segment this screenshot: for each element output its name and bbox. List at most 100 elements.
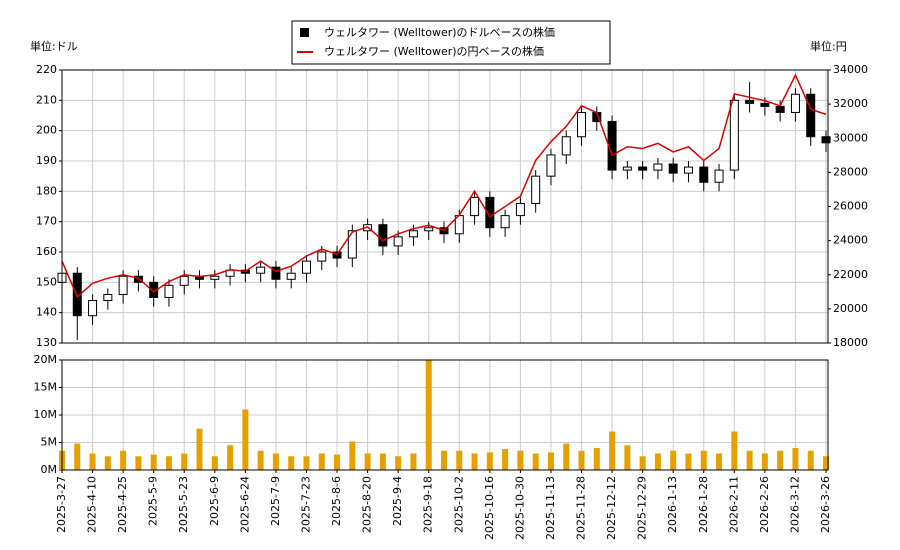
volume-bar: [441, 450, 447, 470]
candle-body: [271, 266, 281, 280]
x-tick-label: 2025-9-4: [391, 476, 404, 526]
volume-bar: [364, 453, 371, 470]
x-tick-label: 2026-3-26: [819, 476, 832, 533]
volume-bar: [425, 360, 432, 470]
x-tick-label: 2026-2-26: [758, 476, 771, 533]
candle-body: [317, 251, 327, 262]
candle-body: [806, 93, 816, 138]
y-tick-label: 170: [36, 215, 57, 228]
volume-bar: [395, 456, 402, 470]
volume-bar: [624, 445, 631, 470]
volume-bar: [563, 443, 570, 470]
price-line: [61, 73, 827, 299]
candle-body: [470, 196, 480, 217]
x-tick-label: 2025-7-23: [299, 476, 312, 533]
candle-body: [531, 175, 541, 204]
candle-body: [118, 275, 128, 295]
x-tick-label: 2025-4-10: [86, 476, 99, 533]
y-tick-label: 210: [36, 93, 57, 106]
legend-label: ウェルタワー (Welltower)のドルベースの株価: [324, 25, 555, 39]
candle-body: [88, 300, 98, 317]
x-tick-label: 2025-3-27: [55, 476, 68, 533]
volume-bar: [593, 448, 600, 470]
candle-body: [760, 102, 770, 107]
volume-bar: [379, 453, 386, 470]
y-tick-label: 0M: [41, 463, 58, 476]
x-tick-label: 2025-10-16: [483, 476, 496, 540]
y2-tick-label: 30000: [833, 131, 868, 144]
y2-tick-label: 18000: [833, 336, 868, 349]
candle-body: [103, 293, 113, 302]
legend-marker: [300, 28, 309, 37]
candle-body: [577, 111, 587, 138]
x-tick-label: 2025-10-30: [513, 476, 526, 540]
volume-bar: [532, 453, 539, 470]
volume-bar: [211, 456, 218, 470]
candle-body: [179, 275, 189, 286]
x-tick-label: 2025-12-29: [636, 476, 649, 540]
candle-body: [653, 163, 663, 171]
x-tick-label: 2025-12-12: [605, 476, 618, 540]
x-tick-label: 2025-7-9: [269, 476, 282, 526]
x-tick-label: 2025-8-6: [330, 476, 343, 526]
x-tick-label: 2025-6-24: [238, 476, 251, 533]
candle-body: [668, 163, 678, 174]
candle-body: [485, 196, 495, 229]
x-tick-label: 2026-1-13: [666, 476, 679, 533]
y-tick-label: 190: [36, 154, 57, 167]
candle-body: [683, 166, 693, 174]
candle-body: [286, 272, 296, 280]
volume-bar: [517, 450, 524, 470]
candle-body: [515, 202, 525, 217]
volume-bar: [731, 431, 738, 470]
volume-bar: [456, 450, 463, 470]
y2-axis-label: 単位:円: [810, 39, 847, 53]
x-tick-label: 2026-1-28: [697, 476, 710, 533]
x-tick-label: 2025-10-2: [452, 476, 465, 533]
candle-body: [729, 99, 739, 171]
x-tick-label: 2025-11-28: [575, 476, 588, 540]
legend-box: [291, 20, 611, 65]
y2-tick-label: 20000: [833, 302, 868, 315]
volume-bar: [823, 456, 829, 470]
y-tick-label: 180: [36, 184, 57, 197]
x-tick-label: 2025-5-9: [147, 476, 160, 526]
plot-frame: [61, 69, 829, 344]
volume-bar: [777, 450, 784, 470]
volume-bar: [502, 449, 509, 470]
volume-bar: [685, 453, 692, 470]
legend-label: ウェルタワー (Welltower)の円ベースの株価: [324, 44, 544, 58]
volume-bar: [257, 450, 264, 470]
volume-bar: [609, 431, 616, 470]
volume-bar: [104, 456, 111, 470]
y2-tick-label: 22000: [833, 268, 868, 281]
volume-bar: [227, 445, 234, 470]
candle-body: [546, 154, 556, 177]
volume-bar: [272, 453, 279, 470]
volume-bar: [471, 453, 478, 470]
volume-bar: [807, 450, 814, 470]
y-tick-label: 140: [36, 306, 57, 319]
volume-bar: [196, 428, 203, 470]
candle-body: [424, 227, 434, 232]
x-tick-label: 2025-9-18: [422, 476, 435, 533]
volume-bar: [135, 456, 142, 470]
candle-body: [790, 93, 800, 113]
candle-body: [714, 169, 724, 183]
volume-bar: [670, 450, 677, 470]
y2-tick-label: 28000: [833, 165, 868, 178]
x-tick-label: 2025-6-9: [208, 476, 221, 526]
volume-bar: [165, 456, 172, 470]
y-tick-label: 5M: [41, 436, 58, 449]
candle-body: [378, 224, 388, 247]
y-tick-label: 220: [36, 63, 57, 76]
y-tick-label: 20M: [34, 353, 58, 366]
x-tick-label: 2025-8-20: [361, 476, 374, 533]
y-axis-label: 単位:ドル: [30, 39, 78, 53]
candle-body: [256, 266, 266, 274]
candle-body: [622, 166, 632, 171]
y-tick-label: 130: [36, 336, 57, 349]
volume-bar: [74, 443, 81, 470]
volume-bar: [654, 453, 661, 470]
volume-bar: [578, 450, 585, 470]
